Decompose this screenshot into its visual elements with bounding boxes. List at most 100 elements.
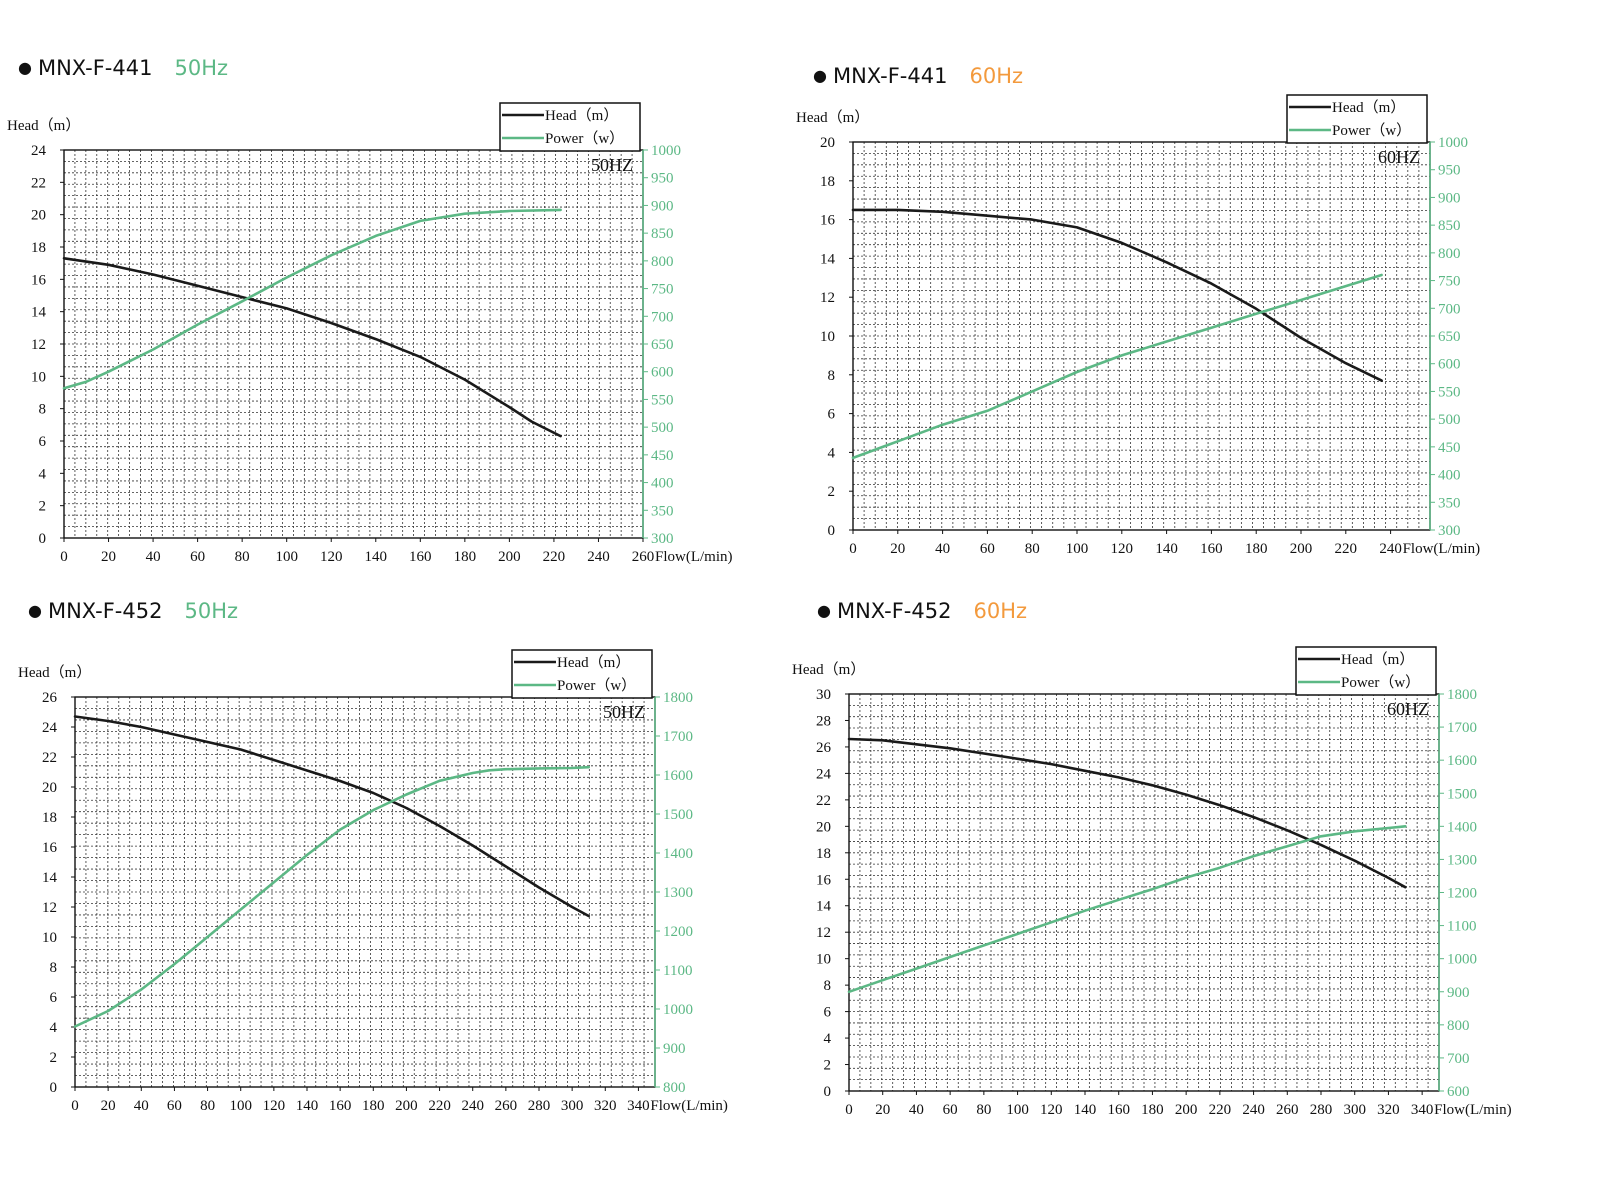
y-tick-label: 6 xyxy=(824,1005,832,1021)
y-tick-label: 22 xyxy=(31,175,46,191)
head-curve xyxy=(73,715,591,918)
x-tick-label: 100 xyxy=(1006,1102,1029,1118)
x-axis-label: Flow(L/min) xyxy=(650,1098,728,1114)
y-tick-label: 18 xyxy=(31,240,46,256)
y-tick-label: 4 xyxy=(828,445,836,461)
panel-title-3: ● MNX-F-452 60Hz xyxy=(817,599,1027,623)
legend-box xyxy=(511,649,653,699)
y2-tick-label: 1500 xyxy=(663,807,693,823)
chart-1: 0246810121416182030035040045050055060065… xyxy=(796,94,1481,557)
y-tick-label: 0 xyxy=(39,531,47,547)
x-tick-label: 20 xyxy=(890,541,905,557)
head-curve xyxy=(851,208,1383,382)
y2-tick-label: 700 xyxy=(1447,1051,1470,1067)
panel-title-0: ● MNX-F-441 50Hz xyxy=(18,56,228,80)
y2-tick-label: 1400 xyxy=(663,846,693,862)
power-curve xyxy=(847,824,1407,994)
y-tick-label: 0 xyxy=(828,523,836,539)
y-tick-label: 6 xyxy=(50,990,58,1006)
x-tick-label: 60 xyxy=(167,1098,182,1114)
y2-tick-label: 900 xyxy=(651,198,674,214)
y-tick-label: 16 xyxy=(820,213,836,229)
y2-tick-label: 600 xyxy=(1447,1084,1470,1100)
legend-box xyxy=(1286,94,1428,144)
frequency-label: 50Hz xyxy=(174,56,229,80)
y-tick-label: 26 xyxy=(42,690,58,706)
y2-tick-label: 1000 xyxy=(1438,135,1468,151)
y-tick-label: 18 xyxy=(816,846,831,862)
head-curve xyxy=(847,737,1407,889)
y2-tick-label: 800 xyxy=(651,254,674,270)
y2-tick-label: 1000 xyxy=(1447,952,1477,968)
y-tick-label: 4 xyxy=(824,1031,832,1047)
frequency-annotation: 60HZ xyxy=(1387,699,1429,719)
y2-tick-label: 300 xyxy=(651,531,674,547)
y2-tick-label: 1300 xyxy=(1447,852,1477,868)
chart-3: 0246810121416182022242628306007008009001… xyxy=(792,646,1512,1118)
x-tick-label: 160 xyxy=(329,1098,352,1114)
y2-tick-label: 950 xyxy=(1438,163,1461,179)
frequency-annotation: 50HZ xyxy=(591,155,633,175)
y-tick-label: 0 xyxy=(50,1080,58,1096)
legend-power-label: Power（w） xyxy=(557,677,636,694)
legend-power-label: Power（w） xyxy=(1341,674,1420,691)
y-tick-label: 6 xyxy=(39,434,47,450)
y2-tick-label: 650 xyxy=(1438,329,1461,345)
x-tick-label: 20 xyxy=(101,1098,116,1114)
x-tick-label: 340 xyxy=(1411,1102,1434,1118)
y2-tick-label: 700 xyxy=(651,309,674,325)
x-tick-label: 140 xyxy=(296,1098,319,1114)
x-tick-label: 80 xyxy=(200,1098,215,1114)
x-tick-label: 20 xyxy=(875,1102,890,1118)
y2-tick-label: 1600 xyxy=(1447,753,1477,769)
y-tick-label: 8 xyxy=(39,402,47,418)
y-tick-label: 12 xyxy=(820,290,835,306)
y2-tick-label: 1400 xyxy=(1447,819,1477,835)
y-tick-label: 8 xyxy=(824,978,832,994)
x-axis-label: Flow(L/min) xyxy=(1403,541,1481,557)
y2-tick-label: 300 xyxy=(1438,523,1461,539)
x-tick-label: 140 xyxy=(365,549,388,565)
x-tick-label: 300 xyxy=(561,1098,584,1114)
x-tick-label: 140 xyxy=(1155,541,1178,557)
legend-box xyxy=(499,102,641,152)
head-curve xyxy=(62,256,562,438)
y2-tick-label: 1800 xyxy=(663,690,693,706)
x-tick-label: 200 xyxy=(498,549,521,565)
y-tick-label: 18 xyxy=(42,810,57,826)
y2-tick-label: 900 xyxy=(1438,190,1461,206)
y-tick-label: 10 xyxy=(816,952,831,968)
y-tick-label: 14 xyxy=(31,305,47,321)
legend-power-label: Power（w） xyxy=(1332,122,1411,139)
x-tick-label: 300 xyxy=(1343,1102,1366,1118)
y2-tick-label: 850 xyxy=(1438,218,1461,234)
y2-tick-label: 400 xyxy=(1438,468,1461,484)
y-tick-label: 0 xyxy=(824,1084,832,1100)
x-tick-label: 160 xyxy=(1107,1102,1130,1118)
legend-power-label: Power（w） xyxy=(545,130,624,147)
x-tick-label: 40 xyxy=(146,549,161,565)
y2-tick-label: 800 xyxy=(1447,1018,1470,1034)
y2-tick-label: 350 xyxy=(651,503,674,519)
bullet-icon: ● xyxy=(28,601,42,620)
y-tick-label: 24 xyxy=(816,766,832,782)
x-tick-label: 340 xyxy=(627,1098,650,1114)
legend-head-label: Head（m） xyxy=(557,654,630,671)
y2-tick-label: 1200 xyxy=(1447,886,1477,902)
bullet-icon: ● xyxy=(813,66,827,85)
x-tick-label: 40 xyxy=(935,541,950,557)
x-tick-label: 100 xyxy=(1066,541,1089,557)
frequency-annotation: 60HZ xyxy=(1378,147,1420,167)
x-tick-label: 140 xyxy=(1074,1102,1097,1118)
y-axis-label: Head（m） xyxy=(18,664,91,681)
power-curve xyxy=(851,273,1383,460)
x-tick-label: 60 xyxy=(943,1102,958,1118)
power-curve xyxy=(62,208,562,390)
x-tick-label: 180 xyxy=(454,549,477,565)
x-axis-label: Flow(L/min) xyxy=(1434,1102,1512,1118)
x-tick-label: 40 xyxy=(134,1098,149,1114)
x-tick-label: 0 xyxy=(845,1102,853,1118)
x-tick-label: 220 xyxy=(1335,541,1358,557)
x-tick-label: 320 xyxy=(1377,1102,1400,1118)
x-tick-label: 160 xyxy=(1200,541,1223,557)
